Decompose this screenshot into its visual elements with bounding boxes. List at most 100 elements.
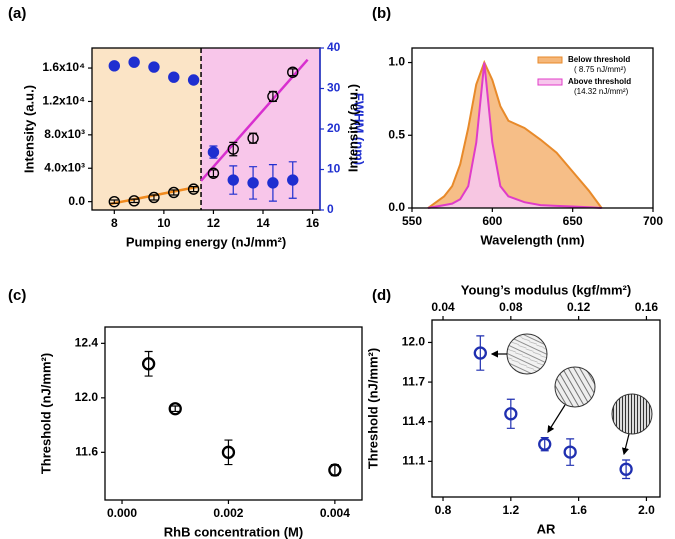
y-tick-label: 12.4 [75,336,99,350]
legend-label: Above threshold [568,77,631,86]
y-axis-label: Intensity (a.u.) [21,85,36,173]
point [473,346,487,360]
x-tick-label: 2.0 [638,503,655,517]
y-tick-label: 8.0x10³ [44,127,85,141]
error-bar [224,439,233,466]
error-bar [171,405,180,413]
error-bar [506,398,515,429]
point [247,132,259,144]
y-tick-label: 4.0x10³ [44,160,85,174]
fit-line [200,58,309,182]
error-bar [189,186,198,193]
point [221,445,236,459]
inset-partial [554,366,596,408]
y2-axis-label: FWHM (nm) [352,93,367,165]
x2-tick-label: 0.08 [499,300,523,314]
error-bar [476,335,485,371]
x-tick-label: 8 [111,216,118,230]
point [168,186,180,199]
plot-frame [431,319,661,498]
x-tick-label: 0.000 [107,506,137,520]
error-bar [288,68,297,77]
legend-swatch [537,78,563,86]
inset-random [506,333,548,375]
x-tick-label: 0.002 [213,506,243,520]
x2-axis-label: Young’s modulus (kgf/mm²) [461,282,631,297]
spectrum-line [427,59,603,209]
arrow [547,404,566,434]
x2-tick-label: 0.16 [635,300,659,314]
arrow [621,433,630,456]
point [619,462,633,476]
y-tick-label: 11.4 [402,414,425,428]
error-bar [169,189,178,196]
point [168,402,182,416]
x-tick-label: 700 [643,214,663,228]
point [187,183,200,195]
error-bar [209,169,218,178]
legend-label: Below threshold [568,55,630,64]
point [227,174,239,186]
x2-tick-label: 0.04 [431,300,455,314]
x-tick-label: 14 [256,216,270,230]
panel-label: (a) [8,5,26,22]
point [227,143,239,155]
inset-aligned [611,393,653,435]
point [207,167,220,179]
y-tick-label: 0.5 [388,127,405,141]
panel-label: (c) [8,287,26,304]
x-tick-label: 12 [207,216,221,230]
error-bar [566,438,575,466]
point [538,437,552,451]
panel-label: (b) [372,5,391,22]
y-tick-label: 1.2x10⁴ [42,94,85,108]
x-tick-label: 650 [563,214,583,228]
point [108,195,121,208]
point [563,445,577,459]
point [247,177,259,189]
point [128,56,140,68]
x-tick-label: 1.6 [570,503,587,517]
y2-tick-label: 10 [327,162,341,176]
point [504,407,518,421]
error-bar [149,194,158,201]
x-tick-label: 0.004 [320,506,350,520]
point [128,195,140,207]
point [187,74,200,86]
x-tick-label: 10 [157,216,171,230]
y-tick-label: 0.0 [388,200,405,214]
y2-tick-label: 40 [327,40,341,54]
x-axis-label: Wavelength (nm) [480,232,584,247]
error-bar [110,199,119,204]
point [108,60,121,72]
x-tick-label: 600 [482,214,502,228]
x-tick-label: 1.2 [502,503,519,517]
y2-tick-label: 30 [327,81,341,95]
x-tick-label: 16 [306,216,320,230]
point [287,66,299,78]
region [201,48,320,210]
y-tick-label: 11.7 [402,374,425,388]
y-tick-label: 0.0 [68,194,85,208]
x-axis-label: Pumping energy (nJ/mm²) [126,234,286,249]
region [92,48,202,210]
y-axis-label: Threshold (nJ/mm²) [38,353,53,474]
point [267,177,279,189]
insets [490,333,653,456]
x2-tick-label: 0.12 [567,300,591,314]
x-tick-label: 0.8 [435,503,452,517]
y-tick-label: 12.0 [75,390,99,404]
x-axis-label: AR [537,521,556,536]
point [287,174,299,186]
legend-note: ( 8.75 nJ/mm²) [574,65,626,74]
y-tick-label: 1.0 [388,55,405,69]
panel-label: (d) [372,287,391,304]
error-bar [144,350,153,377]
point [141,357,156,371]
x-axis-label: RhB concentration (M) [164,524,303,539]
plot-frame [411,47,654,209]
spectrum-line [427,62,602,209]
y2-tick-label: 20 [327,121,341,135]
point [168,71,180,83]
